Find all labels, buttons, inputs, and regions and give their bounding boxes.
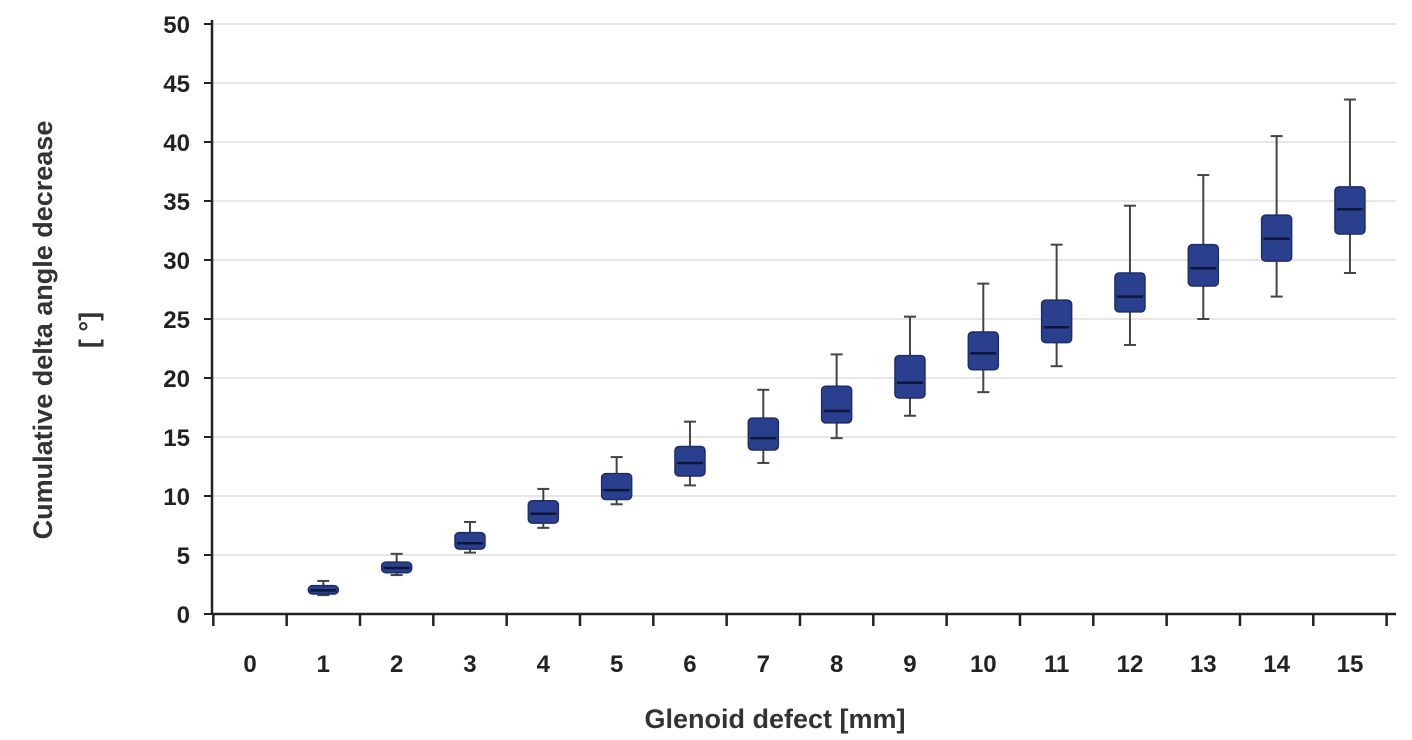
x-tick-label-5: 5: [610, 651, 623, 678]
y-tick-label-50: 50: [163, 12, 190, 39]
x-axis-title: Glenoid defect [mm]: [644, 704, 905, 734]
y-axis-title-line2: [ °]: [74, 312, 104, 348]
y-tick-label-5: 5: [177, 543, 190, 570]
box-5: [600, 472, 633, 501]
x-tick-label-10: 10: [970, 651, 997, 678]
x-tick-labels: 0 1 2 3 4 5 6 7 8 9 10 11 12 13 14 15: [243, 651, 1363, 678]
box-6: [674, 445, 706, 477]
box-4: [527, 499, 560, 524]
x-tick-label-15: 15: [1337, 651, 1364, 678]
y-tick-label-15: 15: [163, 425, 190, 452]
y-tick-label-30: 30: [163, 248, 190, 275]
x-tick-label-2: 2: [390, 651, 403, 678]
y-tick-label-45: 45: [163, 71, 190, 98]
x-tick-label-0: 0: [243, 651, 256, 678]
box-12: [1114, 272, 1146, 313]
y-tick-label-40: 40: [163, 130, 190, 157]
gridlines: [212, 23, 1396, 556]
box-9: [894, 354, 926, 399]
box-8: [820, 385, 853, 424]
x-tick-label-3: 3: [463, 651, 476, 678]
axes: [204, 20, 1396, 626]
box-13: [1187, 243, 1220, 287]
x-tick-label-13: 13: [1190, 651, 1217, 678]
x-tick-label-1: 1: [317, 651, 330, 678]
x-tick-label-4: 4: [537, 651, 551, 678]
x-tick-label-14: 14: [1263, 651, 1290, 678]
box-3: [454, 531, 486, 550]
x-tick-label-12: 12: [1117, 651, 1144, 678]
box-7: [747, 417, 780, 451]
y-tick-label-35: 35: [163, 189, 190, 216]
y-tick-label-25: 25: [163, 307, 190, 334]
box-10: [967, 331, 1000, 371]
y-tick-label-0: 0: [177, 602, 190, 629]
y-axis-title-line1: Cumulative delta angle decrease: [28, 121, 58, 540]
y-tick-label-10: 10: [163, 484, 190, 511]
y-tick-labels: 0 5 10 15 20 25 30 35 40 45 50: [163, 12, 190, 629]
y-tick-label-20: 20: [163, 366, 190, 393]
x-tick-label-8: 8: [830, 651, 843, 678]
box-series: [307, 98, 1366, 597]
x-tick-label-9: 9: [903, 651, 916, 678]
x-tick-label-6: 6: [683, 651, 696, 678]
box-11: [1040, 299, 1073, 344]
x-tick-label-11: 11: [1044, 651, 1069, 678]
x-tick-label-7: 7: [757, 651, 770, 678]
